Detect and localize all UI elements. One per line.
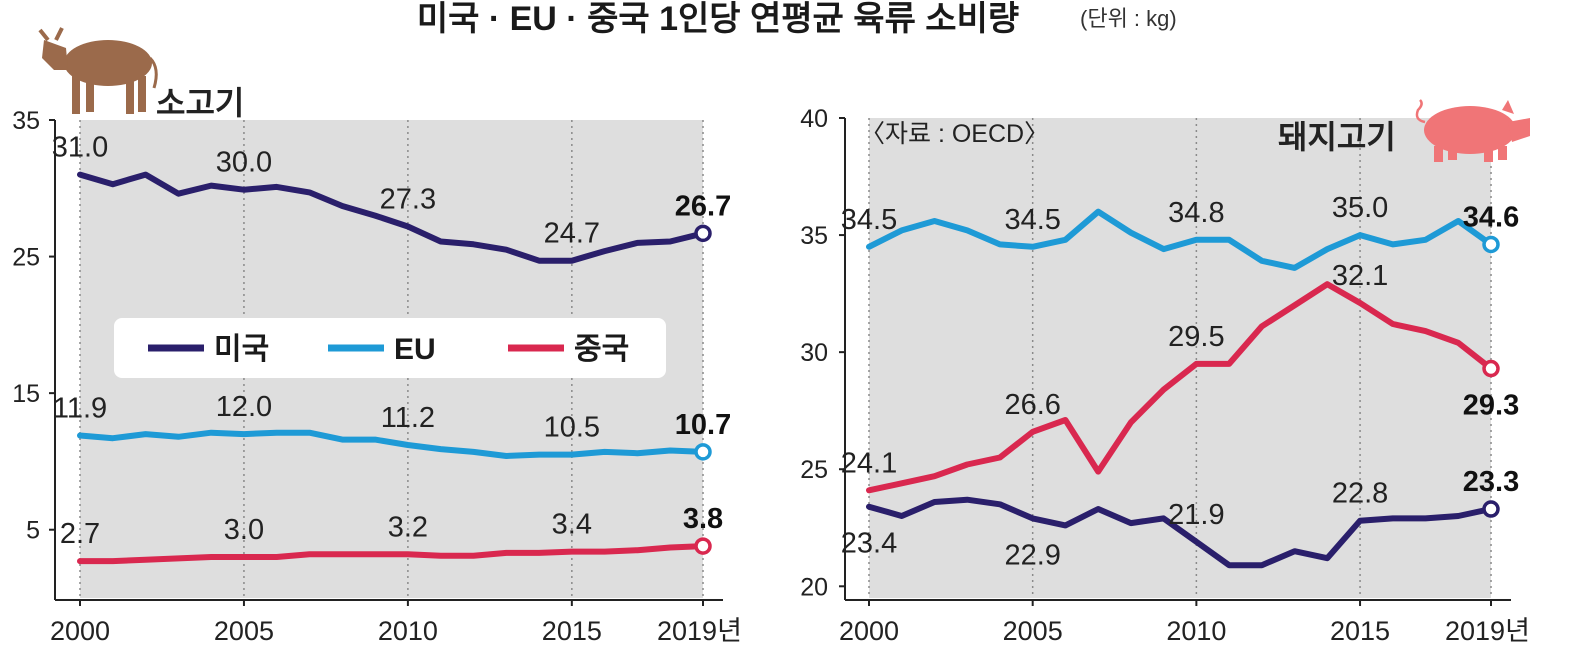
pork-data-label-cn: 29.5 bbox=[1168, 321, 1224, 353]
pork-x-tick-label: 2005 bbox=[1003, 616, 1063, 646]
beef-chart: 31.0 30.0 27.3 24.7 26.7 11.9 12.0 11.2 10.5 10.7… bbox=[12, 27, 742, 646]
unit-label: (단위 : kg) bbox=[1080, 6, 1177, 31]
legend-label-eu: EU bbox=[394, 333, 436, 366]
pork-data-labels: 34.5 34.5 34.8 35.0 34.6 24.1 26.6 29.5 32.1 29.3… bbox=[841, 192, 1519, 571]
pork-data-label-us: 23.4 bbox=[841, 528, 897, 560]
beef-line-cn bbox=[77, 543, 706, 565]
beef-y-tick-label: 25 bbox=[12, 244, 40, 272]
pork-data-label-eu: 34.6 bbox=[1463, 201, 1519, 233]
pork-endpoint-cn bbox=[1482, 359, 1500, 378]
beef-data-label-cn: 3.2 bbox=[388, 511, 428, 543]
beef-x-tick-label: 2010 bbox=[378, 616, 438, 646]
pork-data-label-cn: 26.6 bbox=[1004, 389, 1060, 421]
pork-x-tick-label: 2019년 bbox=[1445, 616, 1530, 646]
beef-series bbox=[77, 171, 712, 565]
pork-data-label-cn: 32.1 bbox=[1332, 260, 1388, 292]
beef-data-label-us: 30.0 bbox=[216, 147, 272, 179]
pork-chart: 34.5 34.5 34.8 35.0 34.6 24.1 26.6 29.5 32.1 29.3… bbox=[800, 99, 1530, 646]
legend-label-us: 미국 bbox=[214, 333, 269, 366]
pork-data-label-us: 22.8 bbox=[1332, 478, 1388, 510]
beef-data-label-cn: 3.4 bbox=[552, 509, 592, 541]
pig-icon bbox=[1415, 99, 1530, 162]
beef-x-tick-label: 2000 bbox=[50, 616, 110, 646]
beef-data-labels: 31.0 30.0 27.3 24.7 26.7 11.9 12.0 11.2 10.5 10.7… bbox=[52, 132, 731, 550]
pork-title: 돼지고기 bbox=[1278, 119, 1396, 155]
legend-item-us: 미국 bbox=[148, 333, 269, 366]
pork-y-tick-label: 40 bbox=[800, 105, 828, 133]
beef-title: 소고기 bbox=[156, 85, 244, 121]
source-note: 〈자료 : OECD〉 bbox=[860, 120, 1049, 148]
beef-gridlines bbox=[79, 120, 704, 598]
pork-data-label-eu: 34.5 bbox=[841, 204, 897, 236]
beef-y-tick-label: 15 bbox=[12, 380, 40, 408]
pork-data-label-cn: 29.3 bbox=[1463, 390, 1519, 422]
legend-label-cn: 중국 bbox=[574, 333, 629, 366]
beef-data-label-eu: 12.0 bbox=[216, 391, 272, 423]
beef-x-tick-label: 2015 bbox=[542, 616, 602, 646]
pork-data-label-us: 22.9 bbox=[1004, 539, 1060, 571]
beef-data-label-cn: 2.7 bbox=[60, 518, 100, 550]
beef-x-tick-label: 2019년 bbox=[657, 616, 742, 646]
pork-axes bbox=[839, 117, 1511, 606]
pork-line-eu bbox=[866, 208, 1494, 271]
pork-data-label-cn: 24.1 bbox=[841, 447, 897, 479]
beef-data-label-us: 24.7 bbox=[544, 218, 600, 250]
beef-data-label-eu: 11.2 bbox=[381, 402, 435, 434]
pork-series bbox=[866, 208, 1500, 569]
beef-data-label-eu: 10.7 bbox=[675, 409, 731, 441]
beef-axes bbox=[49, 119, 723, 606]
beef-data-label-us: 27.3 bbox=[380, 184, 436, 216]
pork-tick-labels: 20 25 30 35 40 2000 2005 2010 2015 2019년 bbox=[800, 105, 1530, 646]
beef-line-us bbox=[77, 171, 706, 264]
beef-x-tick-label: 2005 bbox=[214, 616, 274, 646]
pork-data-label-eu: 34.5 bbox=[1004, 204, 1060, 236]
pork-line-cn bbox=[866, 281, 1494, 494]
pork-y-tick-label: 25 bbox=[800, 456, 828, 484]
pork-endpoint-eu bbox=[1482, 235, 1500, 254]
beef-line-eu bbox=[77, 429, 706, 459]
beef-endpoint-us bbox=[694, 224, 712, 243]
beef-y-tick-label: 5 bbox=[26, 517, 40, 545]
pork-x-tick-label: 2015 bbox=[1330, 616, 1390, 646]
beef-data-label-eu: 10.5 bbox=[544, 412, 600, 444]
beef-y-tick-label: 35 bbox=[12, 107, 40, 135]
pork-endpoint-us bbox=[1482, 500, 1500, 518]
legend-item-cn: 중국 bbox=[508, 333, 629, 366]
pork-gridlines bbox=[868, 118, 1492, 598]
cow-icon bbox=[38, 27, 158, 114]
chart-title: 미국 · EU · 중국 1인당 연평균 육류 소비량 bbox=[417, 0, 1019, 38]
beef-data-label-us: 31.0 bbox=[52, 132, 108, 164]
pork-y-tick-label: 20 bbox=[800, 573, 828, 601]
beef-data-label-cn: 3.8 bbox=[683, 503, 723, 535]
pork-data-label-us: 21.9 bbox=[1168, 499, 1224, 531]
legend-item-eu: EU bbox=[328, 333, 436, 366]
beef-endpoint-cn bbox=[694, 537, 712, 555]
pork-x-tick-label: 2010 bbox=[1166, 616, 1226, 646]
legend: 미국 EU 중국 bbox=[114, 318, 666, 378]
beef-data-label-us: 26.7 bbox=[675, 190, 731, 222]
beef-data-label-eu: 11.9 bbox=[53, 392, 107, 424]
pork-y-tick-label: 35 bbox=[800, 222, 828, 250]
pork-data-label-eu: 35.0 bbox=[1332, 192, 1388, 224]
beef-endpoint-eu bbox=[694, 443, 712, 461]
pork-x-tick-label: 2000 bbox=[839, 616, 899, 646]
pork-line-us bbox=[866, 496, 1494, 569]
beef-tick-labels: 5 15 25 35 2000 2005 2010 2015 2019년 bbox=[12, 107, 742, 646]
pork-y-tick-label: 30 bbox=[800, 339, 828, 367]
pork-data-label-eu: 34.8 bbox=[1168, 197, 1224, 229]
beef-data-label-cn: 3.0 bbox=[224, 514, 264, 546]
pork-data-label-us: 23.3 bbox=[1463, 466, 1519, 498]
